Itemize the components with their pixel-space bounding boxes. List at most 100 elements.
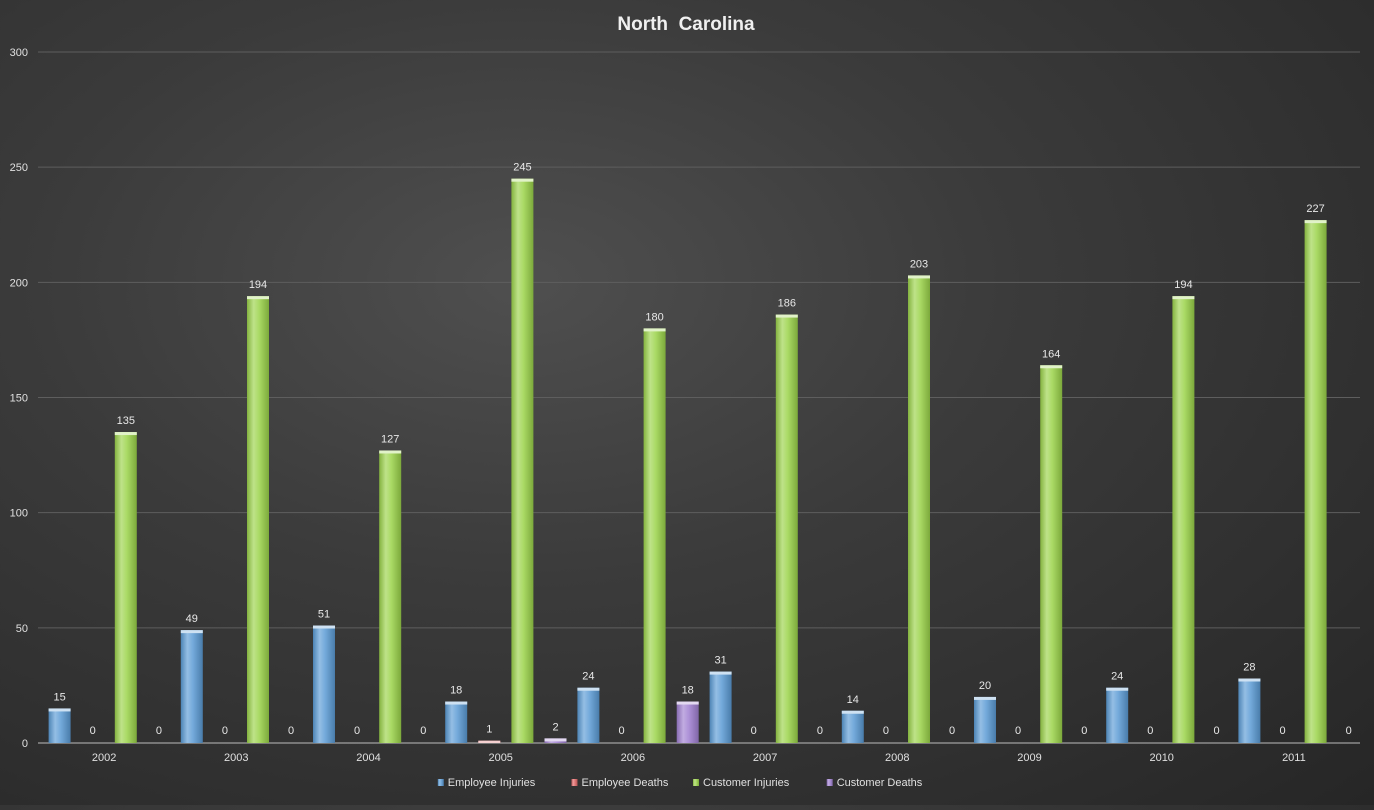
bar-highlight	[1106, 687, 1129, 691]
data-label: 245	[513, 162, 531, 174]
data-label: 1	[486, 724, 492, 736]
bar-highlight	[445, 701, 468, 705]
data-label: 0	[751, 725, 757, 737]
x-tick-label: 2007	[753, 752, 777, 764]
bar-highlight	[1040, 365, 1063, 369]
bar	[841, 710, 864, 743]
data-label: 0	[222, 725, 228, 737]
data-label: 14	[847, 694, 859, 706]
data-label: 227	[1306, 203, 1324, 215]
bar-highlight	[1238, 678, 1261, 682]
legend-label: Employee Deaths	[582, 777, 669, 789]
x-tick-label: 2009	[1017, 752, 1041, 764]
data-label: 0	[420, 725, 426, 737]
data-label: 135	[117, 415, 135, 427]
data-label: 20	[979, 680, 991, 692]
data-label: 0	[883, 725, 889, 737]
bar-highlight	[511, 178, 534, 182]
bar	[511, 178, 534, 743]
bar	[1106, 687, 1129, 743]
y-tick-label: 0	[22, 738, 28, 750]
data-label: 0	[1081, 725, 1087, 737]
y-tick-label: 300	[10, 47, 28, 59]
data-label: 49	[186, 613, 198, 625]
bar-highlight	[1172, 296, 1195, 300]
data-label: 51	[318, 609, 330, 621]
data-label: 0	[1147, 725, 1153, 737]
data-label: 0	[1279, 725, 1285, 737]
data-label: 0	[1346, 725, 1352, 737]
legend-swatch	[437, 779, 444, 786]
bar	[908, 275, 930, 743]
data-label: 31	[714, 655, 726, 667]
chart-title: North Carolina	[617, 14, 755, 35]
x-tick-label: 2003	[224, 752, 248, 764]
bar-highlight	[180, 630, 203, 634]
data-label: 0	[949, 725, 955, 737]
bar-highlight	[643, 328, 666, 332]
data-label: 18	[682, 685, 694, 697]
bar	[379, 450, 402, 743]
bar-highlight	[1304, 220, 1327, 224]
bar	[114, 432, 137, 743]
x-tick-label: 2002	[92, 752, 116, 764]
data-label: 127	[381, 433, 399, 445]
legend-swatch	[826, 779, 833, 786]
bar-highlight	[676, 701, 699, 705]
data-label: 194	[1174, 279, 1192, 291]
data-label: 18	[450, 685, 462, 697]
bar-highlight	[577, 687, 600, 691]
data-label: 0	[618, 725, 624, 737]
y-tick-label: 250	[10, 162, 28, 174]
bar-highlight	[48, 708, 71, 712]
bar	[445, 701, 468, 743]
bar	[247, 296, 269, 743]
y-tick-label: 200	[10, 277, 28, 289]
bar-highlight	[114, 432, 137, 436]
legend-swatch	[571, 779, 578, 786]
y-tick-label: 50	[16, 623, 28, 635]
x-tick-label: 2011	[1282, 752, 1306, 764]
bar-highlight	[247, 296, 269, 300]
bar-highlight	[478, 740, 501, 743]
bar	[48, 708, 71, 743]
data-label: 194	[249, 279, 267, 291]
legend-label: Employee Injuries	[448, 777, 536, 789]
bar	[1238, 678, 1261, 743]
data-label: 186	[778, 298, 796, 310]
bar	[643, 328, 666, 743]
data-label: 0	[817, 725, 823, 737]
bar	[974, 696, 996, 743]
bar	[1304, 220, 1327, 744]
bar	[1172, 296, 1195, 743]
bar	[676, 701, 699, 743]
bar-highlight	[775, 314, 798, 318]
bar-highlight	[544, 738, 567, 742]
data-label: 203	[910, 258, 928, 270]
bar	[775, 314, 798, 743]
bar-highlight	[841, 710, 864, 714]
data-label: 0	[1015, 725, 1021, 737]
x-tick-label: 2010	[1149, 752, 1173, 764]
legend-label: Customer Deaths	[837, 777, 923, 789]
data-label: 0	[1213, 725, 1219, 737]
bar-highlight	[974, 696, 996, 700]
y-tick-label: 150	[10, 393, 28, 405]
data-label: 180	[645, 311, 663, 323]
data-label: 15	[53, 691, 65, 703]
data-label: 24	[1111, 671, 1123, 683]
bar	[709, 671, 732, 743]
x-tick-label: 2004	[356, 752, 380, 764]
data-label: 24	[582, 671, 594, 683]
data-label: 164	[1042, 348, 1060, 360]
data-label: 0	[90, 725, 96, 737]
bar-highlight	[709, 671, 732, 675]
y-tick-label: 100	[10, 508, 28, 520]
data-label: 0	[288, 725, 294, 737]
data-label: 2	[552, 721, 558, 733]
bar	[313, 625, 335, 743]
x-tick-label: 2008	[885, 752, 909, 764]
x-tick-label: 2006	[621, 752, 645, 764]
